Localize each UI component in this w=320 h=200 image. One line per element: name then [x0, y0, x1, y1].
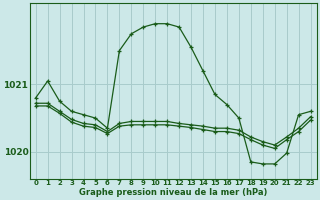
- X-axis label: Graphe pression niveau de la mer (hPa): Graphe pression niveau de la mer (hPa): [79, 188, 267, 197]
